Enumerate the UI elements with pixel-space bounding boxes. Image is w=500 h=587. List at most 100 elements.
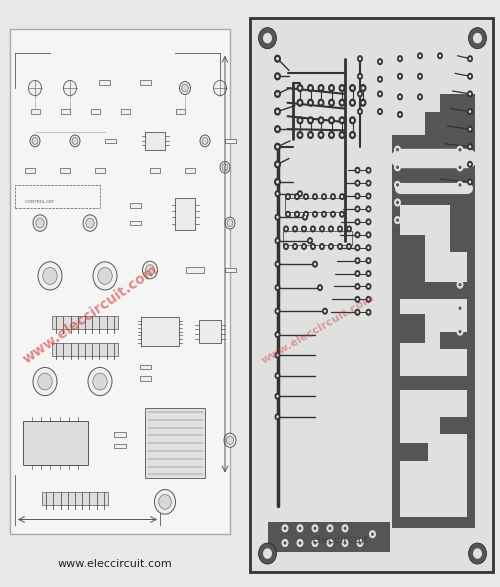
Circle shape	[301, 225, 307, 232]
Circle shape	[360, 84, 366, 92]
Circle shape	[297, 190, 303, 197]
Circle shape	[456, 328, 464, 336]
Circle shape	[438, 54, 442, 58]
Circle shape	[351, 119, 354, 122]
Circle shape	[36, 218, 44, 228]
Circle shape	[366, 244, 372, 251]
Circle shape	[356, 181, 359, 185]
Circle shape	[456, 181, 464, 189]
Polygon shape	[400, 390, 468, 517]
Circle shape	[417, 93, 423, 100]
Circle shape	[467, 178, 473, 185]
Circle shape	[356, 168, 359, 172]
Circle shape	[98, 268, 112, 284]
Circle shape	[338, 227, 342, 231]
Circle shape	[314, 262, 316, 266]
Circle shape	[30, 135, 40, 147]
Circle shape	[286, 195, 290, 198]
Circle shape	[292, 225, 298, 232]
Circle shape	[349, 84, 356, 92]
Circle shape	[322, 212, 326, 216]
Circle shape	[358, 541, 362, 545]
Circle shape	[307, 116, 314, 124]
Circle shape	[468, 57, 471, 60]
Circle shape	[303, 193, 309, 200]
Circle shape	[276, 127, 279, 131]
Bar	[140, 365, 150, 369]
Circle shape	[330, 211, 336, 218]
Circle shape	[296, 539, 304, 547]
Circle shape	[310, 243, 316, 250]
Bar	[60, 168, 70, 173]
Circle shape	[330, 86, 333, 90]
Bar	[95, 168, 105, 173]
Circle shape	[377, 76, 383, 83]
Circle shape	[274, 352, 280, 359]
Circle shape	[28, 80, 42, 96]
Circle shape	[398, 57, 402, 60]
Circle shape	[328, 527, 332, 530]
Circle shape	[322, 308, 328, 315]
Circle shape	[276, 110, 279, 113]
Circle shape	[371, 532, 374, 536]
Circle shape	[346, 225, 352, 232]
Bar	[285, 198, 345, 212]
Circle shape	[276, 215, 279, 219]
Circle shape	[456, 146, 464, 154]
Circle shape	[326, 539, 334, 547]
Bar	[145, 408, 205, 478]
Circle shape	[308, 239, 312, 242]
Circle shape	[312, 539, 318, 547]
Circle shape	[351, 86, 354, 90]
Circle shape	[284, 527, 286, 530]
Bar	[114, 432, 126, 437]
Circle shape	[367, 298, 370, 301]
Circle shape	[258, 543, 276, 564]
Circle shape	[367, 168, 370, 172]
Circle shape	[70, 135, 80, 147]
Circle shape	[456, 281, 464, 289]
Circle shape	[321, 211, 327, 218]
Circle shape	[274, 308, 280, 315]
Bar	[52, 316, 118, 329]
Circle shape	[320, 133, 322, 137]
Circle shape	[367, 181, 370, 185]
Circle shape	[394, 146, 401, 154]
Circle shape	[282, 539, 288, 547]
Circle shape	[473, 548, 482, 559]
Circle shape	[274, 393, 280, 400]
Circle shape	[202, 137, 208, 144]
Circle shape	[326, 524, 334, 532]
Circle shape	[274, 90, 281, 98]
Circle shape	[356, 207, 359, 211]
Circle shape	[397, 93, 403, 100]
Circle shape	[458, 166, 462, 169]
Circle shape	[296, 84, 304, 92]
Circle shape	[394, 216, 401, 224]
Circle shape	[354, 167, 360, 174]
Circle shape	[367, 311, 370, 314]
Circle shape	[398, 95, 402, 99]
Circle shape	[328, 84, 335, 92]
Circle shape	[158, 494, 172, 510]
Circle shape	[417, 73, 423, 80]
Circle shape	[377, 58, 383, 65]
Circle shape	[284, 227, 288, 231]
Circle shape	[467, 126, 473, 133]
Circle shape	[304, 215, 306, 219]
Circle shape	[302, 227, 306, 231]
Circle shape	[354, 180, 360, 187]
Circle shape	[312, 193, 318, 200]
Circle shape	[296, 212, 298, 216]
Circle shape	[298, 133, 302, 137]
Circle shape	[142, 261, 158, 279]
Circle shape	[298, 119, 302, 122]
Circle shape	[263, 548, 272, 559]
Circle shape	[312, 227, 314, 231]
Circle shape	[318, 116, 324, 124]
Circle shape	[468, 127, 471, 131]
Circle shape	[394, 198, 401, 207]
Circle shape	[437, 52, 443, 59]
Circle shape	[328, 541, 332, 545]
Circle shape	[366, 270, 372, 277]
